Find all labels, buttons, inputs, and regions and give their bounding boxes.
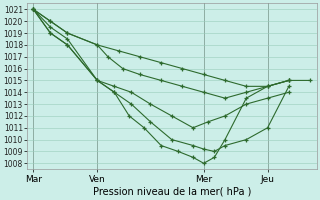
X-axis label: Pression niveau de la mer( hPa ): Pression niveau de la mer( hPa ) xyxy=(92,187,251,197)
